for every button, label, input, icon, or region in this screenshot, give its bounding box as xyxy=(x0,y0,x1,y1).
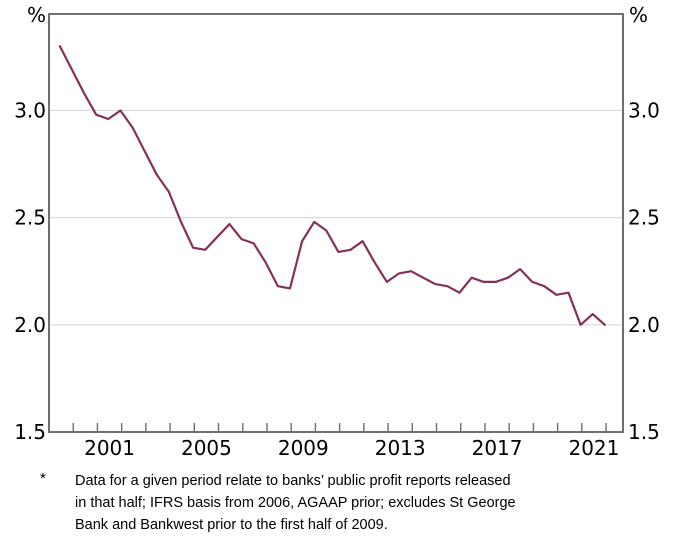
y-tick-label-right: 3.0 xyxy=(628,98,660,122)
plot-frame xyxy=(48,13,624,433)
footnote: * Data for a given period relate to bank… xyxy=(40,470,635,536)
y-tick-label-left: 2.0 xyxy=(14,313,46,337)
y-tick-label-left: 3.0 xyxy=(14,98,46,122)
x-year-label: 2013 xyxy=(375,436,426,460)
y-tick-label-right: 2.0 xyxy=(628,313,660,337)
x-year-label: 2017 xyxy=(472,436,523,460)
footnote-line: Data for a given period relate to banks’… xyxy=(75,473,511,489)
y-tick-label-right: 2.5 xyxy=(628,206,660,230)
x-year-label: 2005 xyxy=(181,436,232,460)
x-year-label: 2009 xyxy=(278,436,329,460)
y-tick-label-left: 2.5 xyxy=(14,206,46,230)
x-year-label: 2001 xyxy=(84,436,135,460)
percent-label-right: % xyxy=(629,3,648,27)
footnote-line: Bank and Bankwest prior to the first hal… xyxy=(75,517,388,533)
y-tick-label-left: 1.5 xyxy=(14,420,46,444)
footnote-marker: * xyxy=(40,470,46,487)
x-year-label: 2021 xyxy=(568,436,619,460)
net-interest-margin-line xyxy=(58,45,606,326)
y-tick-label-right: 1.5 xyxy=(628,420,660,444)
footnote-line: in that half; IFRS basis from 2006, AGAA… xyxy=(75,495,516,511)
footnote-text: Data for a given period relate to banks’… xyxy=(75,470,635,536)
percent-label-left: % xyxy=(27,3,46,27)
